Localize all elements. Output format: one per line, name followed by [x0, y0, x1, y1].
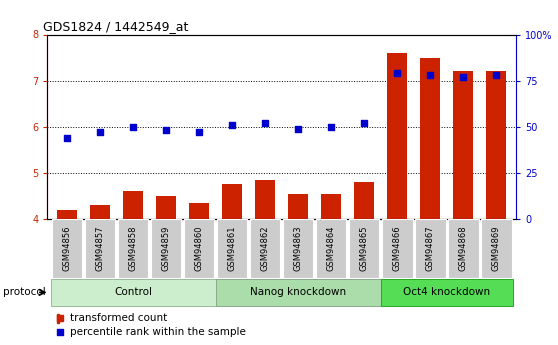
Point	[62, 135, 71, 141]
Text: GDS1824 / 1442549_at: GDS1824 / 1442549_at	[43, 20, 188, 33]
FancyBboxPatch shape	[382, 219, 412, 278]
Point	[162, 128, 171, 133]
Text: percentile rank within the sample: percentile rank within the sample	[70, 327, 246, 337]
Point	[56, 329, 65, 335]
Point	[56, 315, 65, 321]
Text: GSM94866: GSM94866	[393, 226, 402, 271]
Text: GSM94859: GSM94859	[162, 226, 171, 271]
FancyBboxPatch shape	[349, 219, 379, 278]
Bar	[288, 194, 308, 219]
Bar	[57, 314, 59, 323]
Bar	[354, 182, 374, 219]
Point	[228, 122, 237, 128]
FancyBboxPatch shape	[151, 219, 181, 278]
Bar	[189, 203, 209, 219]
Text: Control: Control	[114, 287, 152, 297]
FancyBboxPatch shape	[316, 219, 347, 278]
Text: Nanog knockdown: Nanog knockdown	[250, 287, 347, 297]
FancyBboxPatch shape	[250, 219, 281, 278]
Bar	[321, 194, 341, 219]
Bar	[256, 180, 275, 219]
Text: GSM94863: GSM94863	[294, 226, 303, 271]
Point	[327, 124, 336, 130]
Bar	[57, 210, 77, 219]
Bar	[420, 58, 440, 219]
Text: GSM94856: GSM94856	[62, 226, 72, 271]
FancyBboxPatch shape	[448, 219, 479, 278]
Bar	[487, 71, 506, 219]
FancyBboxPatch shape	[216, 279, 381, 306]
FancyBboxPatch shape	[184, 219, 214, 278]
Point	[360, 120, 369, 126]
Bar	[123, 191, 143, 219]
Text: GSM94865: GSM94865	[360, 226, 369, 271]
FancyBboxPatch shape	[415, 219, 445, 278]
Text: GSM94857: GSM94857	[96, 226, 105, 271]
Text: GSM94867: GSM94867	[426, 226, 435, 271]
Text: Oct4 knockdown: Oct4 knockdown	[403, 287, 490, 297]
FancyBboxPatch shape	[217, 219, 247, 278]
Point	[426, 72, 435, 78]
Bar	[223, 185, 242, 219]
Text: GSM94868: GSM94868	[459, 226, 468, 271]
Point	[261, 120, 270, 126]
Text: protocol: protocol	[3, 287, 46, 297]
Point	[492, 72, 501, 78]
Point	[459, 74, 468, 80]
Text: GSM94864: GSM94864	[327, 226, 336, 271]
FancyBboxPatch shape	[481, 219, 512, 278]
Point	[96, 130, 105, 135]
FancyBboxPatch shape	[52, 219, 83, 278]
Bar	[90, 205, 110, 219]
Text: GSM94860: GSM94860	[195, 226, 204, 271]
Point	[195, 130, 204, 135]
Text: GSM94862: GSM94862	[261, 226, 270, 271]
Bar	[156, 196, 176, 219]
FancyBboxPatch shape	[283, 219, 314, 278]
Bar	[454, 71, 473, 219]
Text: GSM94858: GSM94858	[129, 226, 138, 271]
Point	[129, 124, 138, 130]
FancyBboxPatch shape	[85, 219, 116, 278]
Text: GSM94861: GSM94861	[228, 226, 237, 271]
FancyBboxPatch shape	[381, 279, 513, 306]
Bar	[387, 53, 407, 219]
FancyBboxPatch shape	[51, 279, 216, 306]
Text: transformed count: transformed count	[70, 313, 167, 323]
FancyBboxPatch shape	[118, 219, 148, 278]
Point	[294, 126, 303, 131]
Text: GSM94869: GSM94869	[492, 226, 501, 271]
Point	[393, 70, 402, 76]
